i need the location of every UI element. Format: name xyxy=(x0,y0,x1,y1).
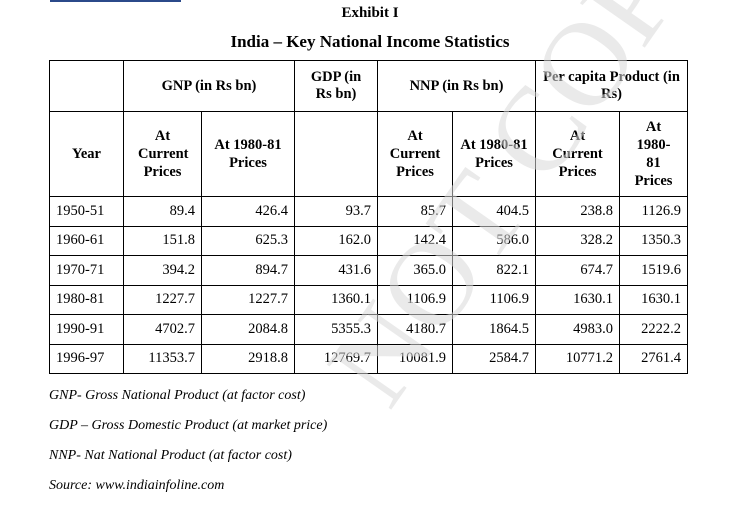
nnp-1980-cell: 586.0 xyxy=(452,225,536,256)
year-cell: 1970-71 xyxy=(49,255,124,286)
pc-current-cell: 328.2 xyxy=(535,225,620,256)
year-cell: 1990-91 xyxy=(49,314,124,345)
header-gdp-empty xyxy=(294,111,378,197)
header-row-sub: Year At Current Prices At 1980-81 Prices… xyxy=(49,111,688,197)
note-source: Source: www.indiainfoline.com xyxy=(49,478,225,493)
year-cell: 1980-81 xyxy=(49,284,124,315)
header-pc-1980: At 1980-81 Prices xyxy=(619,111,688,197)
nnp-current-cell: 4180.7 xyxy=(377,314,453,345)
pc-current-cell: 4983.0 xyxy=(535,314,620,345)
table-row: 1980-81 1227.7 1227.7 1360.1 1106.9 1106… xyxy=(49,284,688,315)
gdp-cell: 162.0 xyxy=(294,225,378,256)
gnp-1980-cell: 2084.8 xyxy=(201,314,295,345)
header-gnp-current: At Current Prices xyxy=(123,111,202,197)
gnp-1980-cell: 426.4 xyxy=(201,196,295,227)
table-row: 1960-61 151.8 625.3 162.0 142.4 586.0 32… xyxy=(49,225,688,256)
gnp-current-cell: 151.8 xyxy=(123,225,202,256)
note-gdp: GDP – Gross Domestic Product (at market … xyxy=(49,418,328,433)
gdp-cell: 1360.1 xyxy=(294,284,378,315)
pc-current-cell: 674.7 xyxy=(535,255,620,286)
header-nnp: NNP (in Rs bn) xyxy=(377,60,536,112)
gnp-current-cell: 11353.7 xyxy=(123,343,202,374)
nnp-current-cell: 10081.9 xyxy=(377,343,453,374)
nnp-current-cell: 1106.9 xyxy=(377,284,453,315)
footnotes: GNP- Gross National Product (at factor c… xyxy=(49,386,327,506)
pc-1980-cell: 1350.3 xyxy=(619,225,688,256)
table-row: 1950-51 89.4 426.4 93.7 85.7 404.5 238.8… xyxy=(49,196,688,227)
year-cell: 1960-61 xyxy=(49,225,124,256)
pc-1980-cell: 1630.1 xyxy=(619,284,688,315)
nnp-1980-cell: 404.5 xyxy=(452,196,536,227)
gnp-current-cell: 4702.7 xyxy=(123,314,202,345)
header-empty-cell xyxy=(49,60,124,112)
gnp-current-cell: 1227.7 xyxy=(123,284,202,315)
gdp-cell: 12769.7 xyxy=(294,343,378,374)
nnp-1980-cell: 1106.9 xyxy=(452,284,536,315)
nnp-1980-cell: 822.1 xyxy=(452,255,536,286)
table-title: India – Key National Income Statistics xyxy=(230,32,510,51)
table-row: 1990-91 4702.7 2084.8 5355.3 4180.7 1864… xyxy=(49,314,688,345)
pc-current-cell: 10771.2 xyxy=(535,343,620,374)
year-cell: 1950-51 xyxy=(49,196,124,227)
gnp-current-cell: 89.4 xyxy=(123,196,202,227)
national-income-table: GNP (in Rs bn) GDP (in Rs bn) NNP (in Rs… xyxy=(49,60,688,374)
header-gnp: GNP (in Rs bn) xyxy=(123,60,295,112)
header-gnp-1980: At 1980-81 Prices xyxy=(201,111,295,197)
table-row: 1970-71 394.2 894.7 431.6 365.0 822.1 67… xyxy=(49,255,688,286)
gnp-1980-cell: 894.7 xyxy=(201,255,295,286)
header-pc-current: At Current Prices xyxy=(535,111,620,197)
gnp-current-cell: 394.2 xyxy=(123,255,202,286)
nnp-current-cell: 85.7 xyxy=(377,196,453,227)
year-cell: 1996-97 xyxy=(49,343,124,374)
gnp-1980-cell: 1227.7 xyxy=(201,284,295,315)
pc-1980-cell: 1126.9 xyxy=(619,196,688,227)
nnp-1980-cell: 1864.5 xyxy=(452,314,536,345)
gdp-cell: 431.6 xyxy=(294,255,378,286)
top-rule xyxy=(50,0,181,2)
header-row-groups: GNP (in Rs bn) GDP (in Rs bn) NNP (in Rs… xyxy=(49,60,688,112)
header-nnp-current: At Current Prices xyxy=(377,111,453,197)
nnp-1980-cell: 2584.7 xyxy=(452,343,536,374)
gnp-1980-cell: 625.3 xyxy=(201,225,295,256)
gnp-1980-cell: 2918.8 xyxy=(201,343,295,374)
exhibit-label: Exhibit I xyxy=(341,5,399,21)
pc-1980-cell: 2222.2 xyxy=(619,314,688,345)
note-gnp: GNP- Gross National Product (at factor c… xyxy=(49,388,306,403)
nnp-current-cell: 365.0 xyxy=(377,255,453,286)
nnp-current-cell: 142.4 xyxy=(377,225,453,256)
header-per-capita: Per capita Product (in Rs) xyxy=(535,60,688,112)
header-nnp-1980: At 1980-81 Prices xyxy=(452,111,536,197)
header-gdp: GDP (in Rs bn) xyxy=(294,60,378,112)
pc-current-cell: 1630.1 xyxy=(535,284,620,315)
pc-1980-cell: 2761.4 xyxy=(619,343,688,374)
gdp-cell: 93.7 xyxy=(294,196,378,227)
pc-1980-cell: 1519.6 xyxy=(619,255,688,286)
pc-current-cell: 238.8 xyxy=(535,196,620,227)
gdp-cell: 5355.3 xyxy=(294,314,378,345)
note-nnp: NNP- Nat National Product (at factor cos… xyxy=(49,448,292,463)
header-year: Year xyxy=(49,111,124,197)
table-row: 1996-97 11353.7 2918.8 12769.7 10081.9 2… xyxy=(49,343,688,374)
